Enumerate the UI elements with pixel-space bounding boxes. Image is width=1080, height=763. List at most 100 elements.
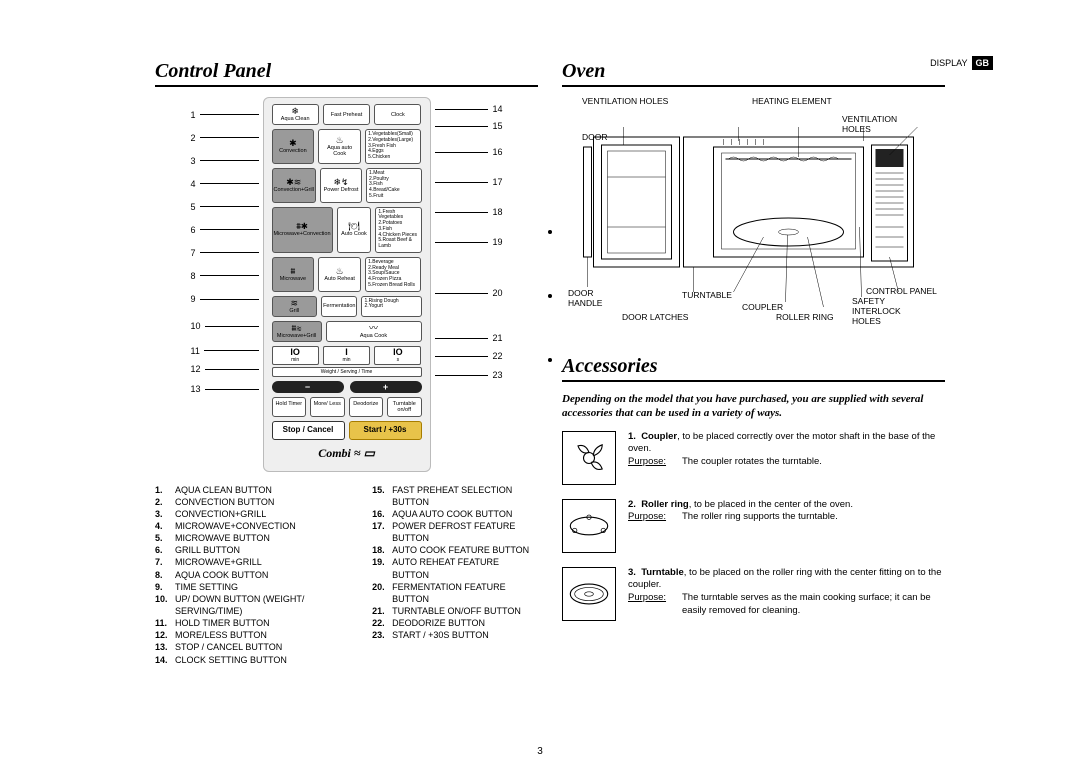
legend-item: 15.FAST PREHEAT SELECTION BUTTON (372, 484, 538, 508)
callout-1: 1 (191, 103, 263, 126)
legend-item: 22.DEODORIZE BUTTON (372, 617, 538, 629)
time-1min[interactable]: Imin (323, 346, 370, 365)
accessory-icon (562, 567, 616, 621)
legend-item: 9.TIME SETTING (155, 581, 354, 593)
auto-cook-button[interactable]: 🍽Auto Cook (337, 207, 372, 253)
convection-grill-button[interactable]: ✱≋Convection+Grill (272, 168, 317, 203)
legend-item: 13.STOP / CANCEL BUTTON (155, 641, 354, 653)
time-10s[interactable]: IOs (374, 346, 421, 365)
label-safety-interlock: SAFETY INTERLOCK HOLES (852, 297, 916, 326)
deodorize-button[interactable]: Deodorize (349, 397, 384, 417)
legend-item: 20.FERMENTATION FEATURE BUTTON (372, 581, 538, 605)
legend-item: 11.HOLD TIMER BUTTON (155, 617, 354, 629)
callout-numbers-right: 14 15 16 17 18 19 20 21 22 23 (431, 97, 503, 385)
control-panel-figure: 1 2 3 4 5 6 7 8 9 10 11 12 13 (155, 97, 538, 472)
label-control-panel: CONTROL PANEL (866, 287, 937, 297)
grill-icon: ≋ (291, 299, 299, 308)
callout-11: 11 (191, 341, 263, 360)
aqua-auto-cook-button[interactable]: ♨Aqua auto Cook (318, 129, 361, 164)
legend-right-column: 15.FAST PREHEAT SELECTION BUTTON16.AQUA … (372, 484, 538, 666)
fermentation-button[interactable]: Fermentation (321, 296, 357, 317)
snowflake-icon: ❄ (291, 107, 299, 116)
accessory-item: 2. Roller ring, to be placed in the cent… (562, 499, 945, 553)
label-ventilation-top: VENTILATION HOLES (582, 97, 668, 107)
label-door-latches: DOOR LATCHES (622, 313, 688, 323)
start-30s-button[interactable]: Start / +30s (349, 421, 422, 440)
convection-button[interactable]: ✱Convection (272, 129, 315, 164)
accessory-text: 1. Coupler, to be placed correctly over … (628, 431, 945, 485)
time-10min[interactable]: IOmin (272, 346, 319, 365)
accessory-icon (562, 499, 616, 553)
hold-timer-button[interactable]: Hold Timer (272, 397, 307, 417)
control-panel-heading: Control Panel (155, 60, 538, 87)
legend-item: 4.MICROWAVE+CONVECTION (155, 520, 354, 532)
legend-item: 14.CLOCK SETTING BUTTON (155, 654, 354, 666)
callout-10: 10 (191, 311, 263, 341)
stop-cancel-button[interactable]: Stop / Cancel (272, 421, 345, 440)
accessory-text: 2. Roller ring, to be placed in the cent… (628, 499, 853, 553)
callout-18: 18 (431, 197, 503, 227)
aqua-cook-button[interactable]: 〰Aqua Cook (326, 321, 422, 342)
grill-button[interactable]: ≋Grill (272, 296, 318, 317)
callout-19: 19 (431, 227, 503, 257)
plate-icon: 🍽 (348, 222, 359, 231)
page-number: 3 (537, 746, 543, 757)
callout-8: 8 (191, 264, 263, 287)
legend-item: 10.UP/ DOWN BUTTON (WEIGHT/ SERVING/TIME… (155, 593, 354, 617)
label-heating-element: HEATING ELEMENT (752, 97, 832, 107)
callout-2: 2 (191, 126, 263, 149)
callout-21: 21 (431, 329, 503, 347)
gb-box: GB (972, 56, 994, 70)
legend-item: 18.AUTO COOK FEATURE BUTTON (372, 544, 538, 556)
pot-icon: ♨ (336, 136, 344, 145)
fan-icon: ✱ (289, 139, 297, 148)
callout-6: 6 (191, 218, 263, 241)
callout-13: 13 (191, 378, 263, 400)
label-ventilation-right: VENTILATION HOLES (842, 115, 912, 135)
fast-preheat-button[interactable]: Fast Preheat (323, 104, 370, 125)
accessory-icon (562, 431, 616, 485)
accessories-heading: Accessories (562, 355, 945, 382)
aqua-clean-button[interactable]: ❄Aqua Clean (272, 104, 319, 125)
legend-item: 19.AUTO REHEAT FEATURE BUTTON (372, 556, 538, 580)
plus-button[interactable]: + (350, 381, 422, 393)
label-door: DOOR (582, 133, 608, 143)
legend-item: 21.TURNTABLE ON/OFF BUTTON (372, 605, 538, 617)
fermentation-list: 1.Rising Dough 2.Yogurt (361, 296, 421, 317)
microwave-button[interactable]: ⩩Microwave (272, 257, 315, 292)
legend-item: 12.MORE/LESS BUTTON (155, 629, 354, 641)
callout-15: 15 (431, 115, 503, 137)
microwave-convection-button[interactable]: ⩩✱Microwave+Convection (272, 207, 333, 253)
defrost-icon: ❄↯ (333, 178, 348, 187)
auto-reheat-button[interactable]: ♨Auto Reheat (318, 257, 361, 292)
clock-button[interactable]: Clock (374, 104, 421, 125)
callout-22: 22 (431, 347, 503, 365)
label-turntable: TURNTABLE (682, 291, 732, 301)
legend-item: 6.GRILL BUTTON (155, 544, 354, 556)
wave-icon: ≈ (354, 446, 361, 460)
auto-reheat-list: 1.Beverage 2.Ready Meal 3.Soup/Sauce 4.F… (365, 257, 421, 292)
gb-badge: DISPLAY GB (930, 56, 993, 70)
callout-3: 3 (191, 149, 263, 172)
callout-16: 16 (431, 137, 503, 167)
turntable-button[interactable]: Turntable on/off (387, 397, 422, 417)
accessory-text: 3. Turntable, to be placed on the roller… (628, 567, 945, 621)
legend-item: 17.POWER DEFROST FEATURE BUTTON (372, 520, 538, 544)
microwave-grill-button[interactable]: ⩩≋Microwave+Grill (272, 321, 322, 342)
microwave-control-panel: ❄Aqua Clean Fast Preheat Clock ✱Convecti… (263, 97, 431, 472)
minus-button[interactable]: − (272, 381, 344, 393)
oven-accessories-column: Oven DISPLAY GB (562, 60, 945, 740)
callout-20: 20 (431, 257, 503, 329)
mw-grill-icon: ⩩≋ (292, 324, 302, 333)
legend-item: 3.CONVECTION+GRILL (155, 508, 354, 520)
more-less-button[interactable]: More/ Less (310, 397, 345, 417)
control-panel-legend: 1.AQUA CLEAN BUTTON2.CONVECTION BUTTON3.… (155, 484, 538, 666)
legend-item: 1.AQUA CLEAN BUTTON (155, 484, 354, 496)
power-defrost-list: 1.Meat 2.Poultry 3.Fish 4.Bread/Cake 5.F… (366, 168, 421, 203)
label-roller-ring: ROLLER RING (776, 313, 834, 323)
power-defrost-button[interactable]: ❄↯Power Defrost (320, 168, 362, 203)
oven-heading: Oven (562, 60, 945, 87)
auto-cook-list: 1.Fresh Vegetables 2.Potatoes 3.Fish 4.C… (375, 207, 421, 253)
legend-left-column: 1.AQUA CLEAN BUTTON2.CONVECTION BUTTON3.… (155, 484, 354, 666)
callout-17: 17 (431, 167, 503, 197)
